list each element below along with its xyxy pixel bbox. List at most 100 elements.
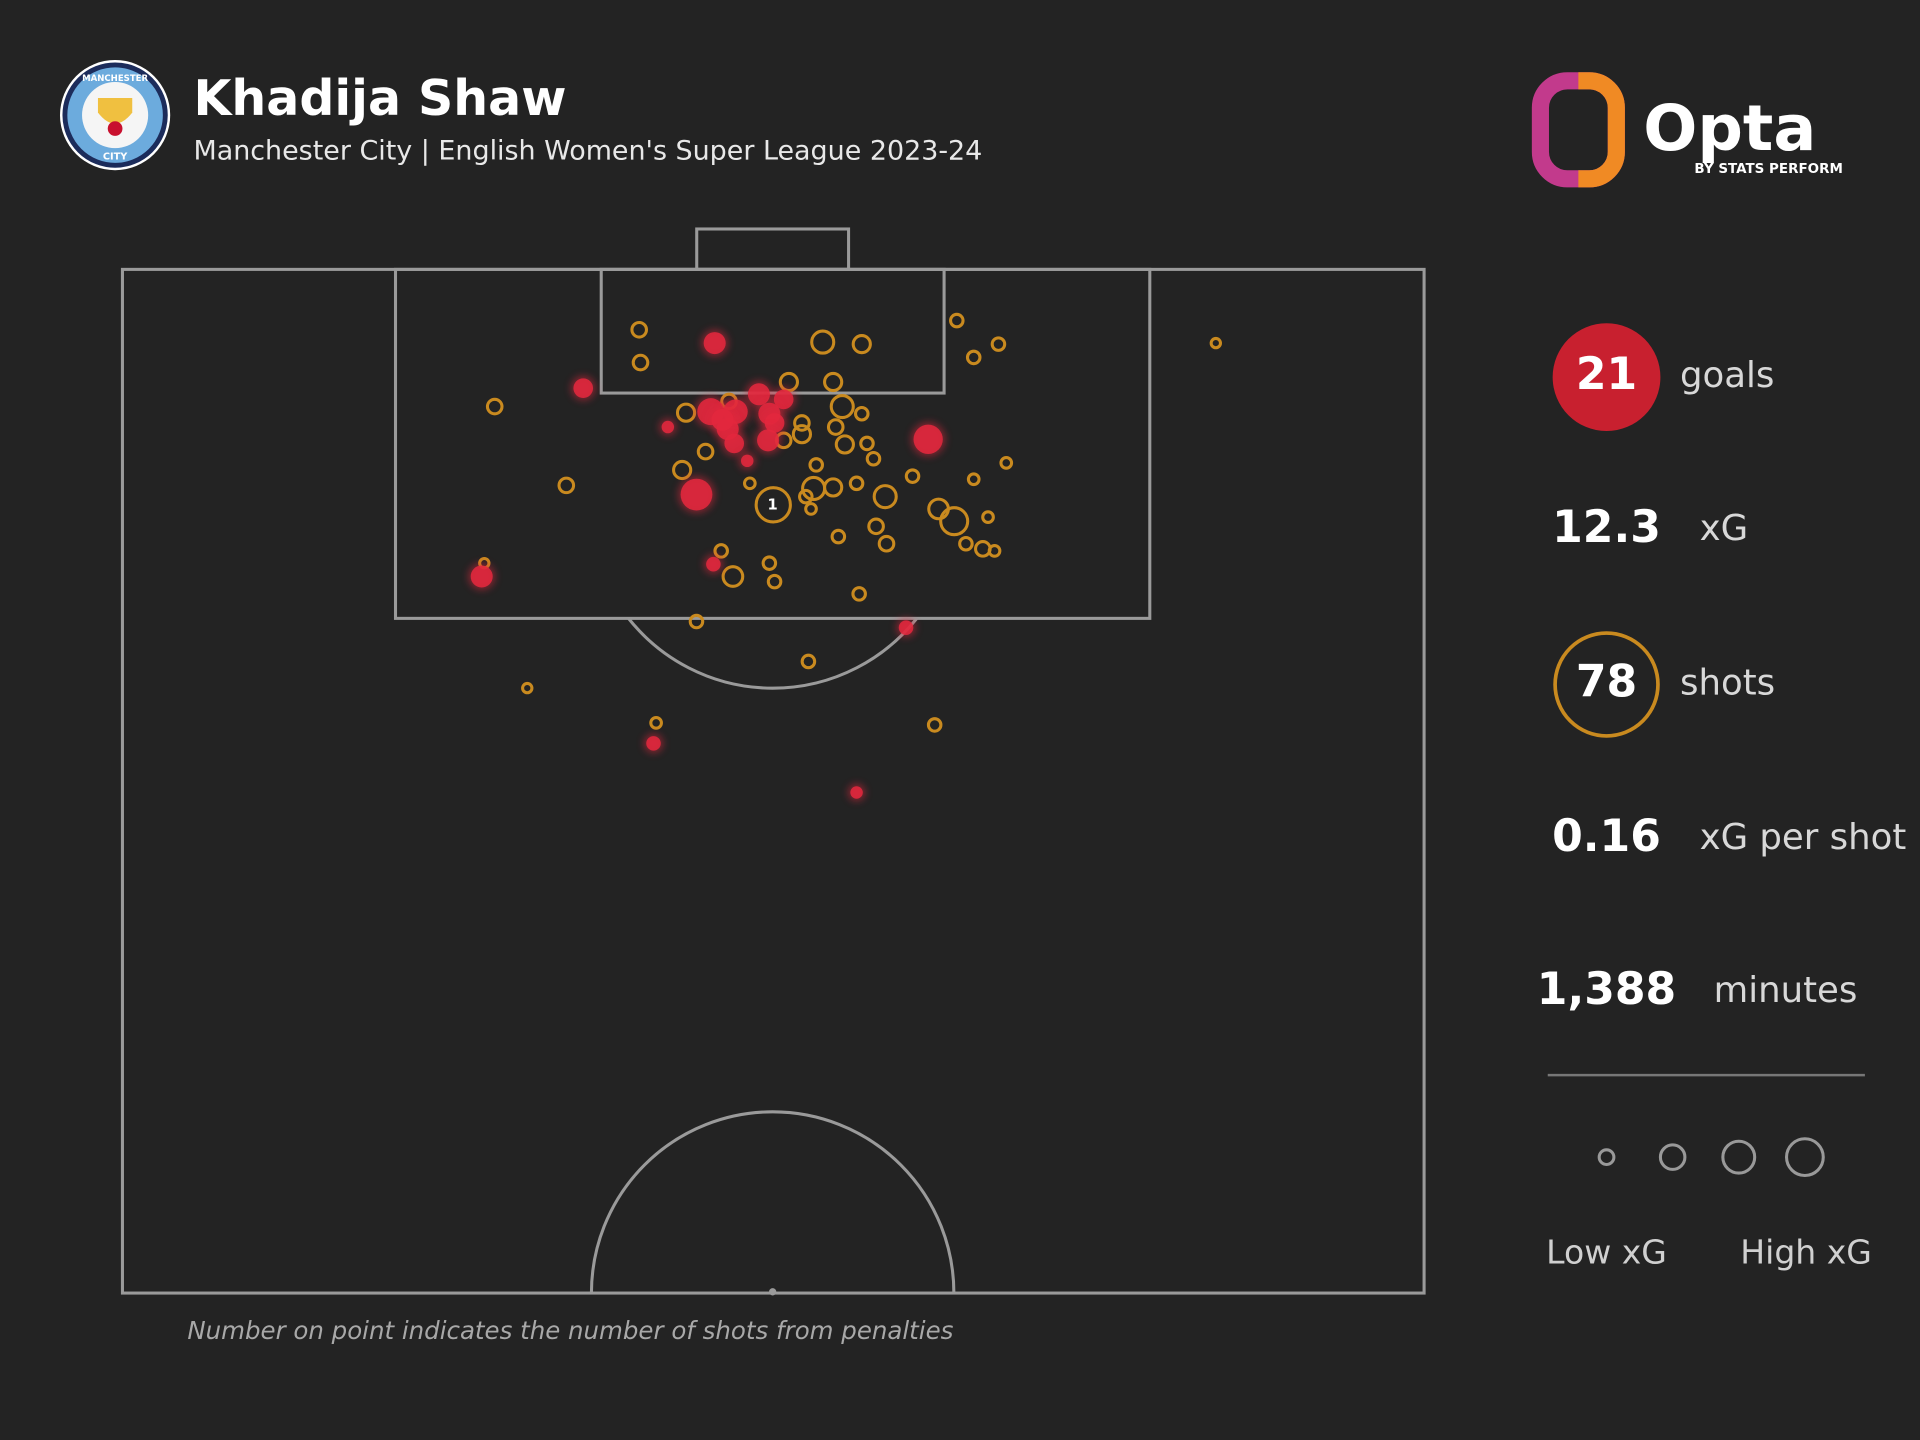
goal <box>706 556 721 572</box>
stat-value: 78 <box>1576 656 1637 707</box>
goal <box>898 620 914 635</box>
shot <box>649 716 663 730</box>
shot <box>675 402 697 423</box>
stat-value: 1,388 <box>1537 964 1676 1015</box>
goal <box>711 408 734 431</box>
goal <box>661 420 675 434</box>
goal <box>695 227 851 271</box>
shot <box>798 488 814 505</box>
shot <box>696 442 715 461</box>
shot <box>761 555 778 571</box>
brand-sub: BY STATS PERFORM <box>1694 162 1842 177</box>
stat-label: xG <box>1700 508 1749 549</box>
footnote: Number on point indicates the number of … <box>187 1316 953 1345</box>
shot <box>834 434 855 455</box>
stat-label: goals <box>1680 355 1774 396</box>
shot <box>949 312 965 329</box>
shot <box>810 329 836 355</box>
goal <box>703 332 726 355</box>
stat-label: minutes <box>1714 970 1858 1011</box>
size-legend-circle <box>1658 1143 1687 1171</box>
shot <box>808 457 824 473</box>
stat-value: 12.3 <box>1552 502 1661 553</box>
shot <box>829 394 855 420</box>
goal <box>573 378 594 398</box>
brand-mark <box>1578 72 1625 188</box>
size-legend-label: Low xG <box>1546 1232 1667 1271</box>
club-badge: MANCHESTER CITY <box>60 60 171 171</box>
badge-shield <box>97 97 133 124</box>
shot <box>742 476 757 491</box>
shot <box>987 544 1002 558</box>
penalty-arc <box>627 617 918 690</box>
goal <box>740 454 754 468</box>
shot <box>754 486 792 524</box>
shots-badge <box>1553 631 1660 738</box>
shot <box>713 543 729 559</box>
shot <box>981 510 995 524</box>
chart-subtitle: Manchester City | English Women's Super … <box>193 135 982 166</box>
stats-panel: Low xG High xG 21 goals 12.3 xG 78 shots 0.16 x… <box>1537 323 1906 1271</box>
shots <box>468 312 1223 802</box>
shot <box>851 334 872 355</box>
shot <box>848 475 865 492</box>
shot <box>1209 336 1223 350</box>
size-legend-circle <box>1721 1139 1757 1175</box>
brand-name: Opta <box>1643 92 1816 166</box>
badge-rose <box>107 121 123 136</box>
size-legend-circle <box>1785 1137 1825 1178</box>
penalty-count: 1 <box>768 497 778 514</box>
shot <box>766 573 783 590</box>
shot <box>826 418 845 436</box>
shot <box>688 613 705 630</box>
shot <box>557 476 576 495</box>
shot <box>877 534 896 553</box>
goal <box>850 786 863 799</box>
stat-value: 0.16 <box>1552 811 1661 862</box>
goal <box>757 429 780 452</box>
shot <box>865 450 882 467</box>
shot <box>800 653 817 670</box>
badge-text: CITY <box>103 152 128 163</box>
stat-label: shots <box>1680 662 1775 703</box>
stat-value: 21 <box>1576 349 1637 400</box>
center-spot <box>768 1288 777 1296</box>
goal <box>680 478 713 511</box>
shot <box>854 405 870 422</box>
chart-title: Khadija Shaw <box>193 70 566 127</box>
shot <box>965 349 982 366</box>
shot <box>966 472 981 487</box>
shot <box>830 528 847 545</box>
shot <box>872 484 898 510</box>
shot <box>721 565 745 588</box>
brand-logo: Opta BY STATS PERFORM <box>1531 72 1843 188</box>
shot <box>804 502 818 516</box>
shot <box>823 477 844 498</box>
goal <box>646 736 661 751</box>
goal <box>470 565 493 588</box>
center-circle <box>589 1110 956 1294</box>
goals-badge <box>1552 323 1661 432</box>
shot <box>823 371 844 393</box>
shot <box>939 506 970 537</box>
size-legend-label: High xG <box>1740 1232 1872 1271</box>
pitch <box>120 227 1426 1296</box>
goal <box>913 424 943 454</box>
shot <box>926 717 943 733</box>
size-legend-circle <box>1597 1148 1616 1167</box>
goal <box>747 383 770 406</box>
goal <box>724 433 745 454</box>
shot <box>904 468 921 484</box>
badge-text: MANCHESTER <box>82 74 148 84</box>
shot <box>631 353 650 372</box>
shot <box>990 336 1007 352</box>
shot <box>958 535 974 552</box>
shot <box>521 681 534 695</box>
shot <box>791 424 813 445</box>
shot <box>859 435 875 452</box>
shot <box>672 459 693 481</box>
shot <box>999 456 1014 470</box>
shot <box>867 517 885 536</box>
